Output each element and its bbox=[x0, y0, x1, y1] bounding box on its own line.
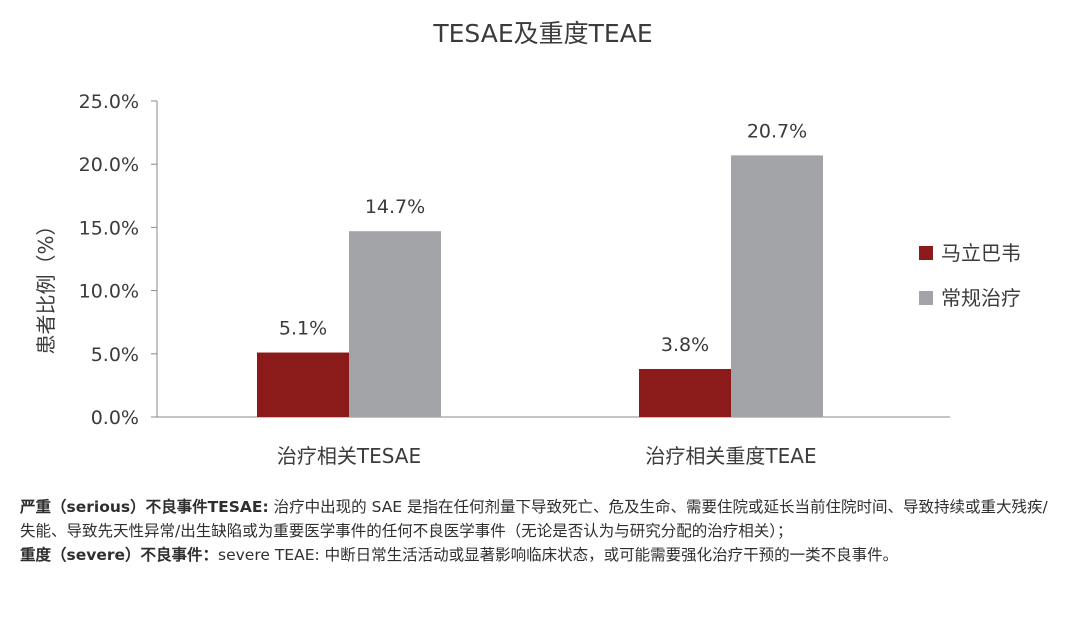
bar bbox=[257, 352, 349, 417]
bar-chart: TESAE及重度TEAE 患者比例（%） 0.0% 5.0% 10.0% 15.0% 2… bbox=[34, 19, 1021, 468]
severe-term: 重度（severe）不良事件： bbox=[20, 546, 219, 564]
y-axis-label: 患者比例（%） bbox=[34, 215, 58, 354]
data-label: 14.7% bbox=[365, 196, 425, 218]
footnotes: 严重（serious）不良事件TESAE: 治疗中出现的 SAE 是指在任何剂量… bbox=[20, 495, 1050, 567]
data-labels: 5.1% 14.7% 3.8% 20.7% bbox=[279, 120, 807, 356]
category-label: 治疗相关TESAE bbox=[277, 444, 421, 468]
y-tick-label: 25.0% bbox=[79, 91, 139, 113]
data-label: 3.8% bbox=[661, 334, 709, 356]
legend-swatch bbox=[919, 246, 933, 260]
category-label: 治疗相关重度TEAE bbox=[645, 444, 816, 468]
severe-definition: 重度（severe）不良事件：severe TEAE: 中断日常生活活动或显著影… bbox=[20, 543, 1050, 567]
legend-swatch bbox=[919, 291, 933, 305]
sae-definition: 严重（serious）不良事件TESAE: 治疗中出现的 SAE 是指在任何剂量… bbox=[20, 495, 1050, 543]
bar bbox=[731, 155, 823, 418]
data-label: 5.1% bbox=[279, 318, 327, 340]
chart-title: TESAE及重度TEAE bbox=[432, 19, 652, 48]
sae-term: 严重（serious）不良事件TESAE: bbox=[20, 498, 269, 516]
sae-text: 治疗中出现的 SAE 是指在任何剂量下导致死亡、危及生命、需要住院或延长当前住院… bbox=[20, 498, 1048, 540]
legend-label: 常规治疗 bbox=[941, 286, 1021, 310]
y-tick-label: 0.0% bbox=[91, 407, 139, 429]
severe-text: severe TEAE: 中断日常生活活动或显著影响临床状态，或可能需要强化治疗… bbox=[218, 546, 899, 564]
bar bbox=[349, 231, 441, 417]
y-ticks: 0.0% 5.0% 10.0% 15.0% 20.0% 25.0% bbox=[79, 91, 157, 429]
y-tick-label: 20.0% bbox=[79, 154, 139, 176]
bar bbox=[639, 368, 731, 417]
bars bbox=[257, 155, 823, 418]
data-label: 20.7% bbox=[747, 120, 807, 142]
y-tick-label: 15.0% bbox=[79, 217, 139, 239]
y-tick-label: 5.0% bbox=[91, 344, 139, 366]
y-tick-label: 10.0% bbox=[79, 281, 139, 303]
legend-label: 马立巴韦 bbox=[941, 241, 1021, 265]
category-labels: 治疗相关TESAE 治疗相关重度TEAE bbox=[277, 444, 817, 468]
